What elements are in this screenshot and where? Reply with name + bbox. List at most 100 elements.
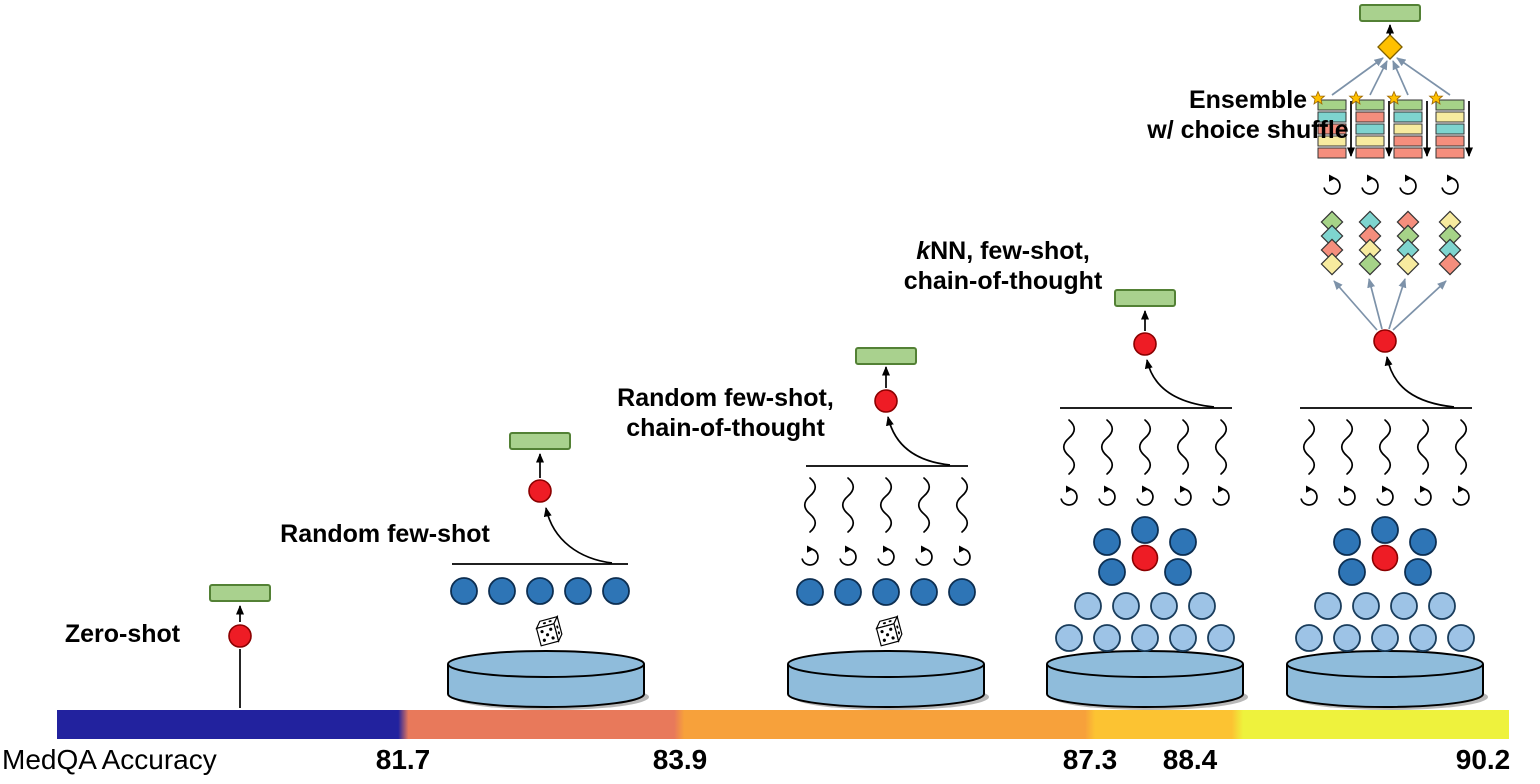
cot-squiggle-icon — [879, 477, 893, 533]
answer-bar — [1355, 147, 1385, 159]
cot-loop-row — [801, 544, 971, 566]
example-dot — [948, 578, 976, 606]
choice-diamond — [1396, 252, 1420, 276]
cot-squiggle-icon — [1378, 419, 1392, 475]
answer-bar — [1393, 99, 1423, 111]
label-line: chain-of-thought — [626, 413, 825, 442]
stage-random-few-shot-cot — [787, 347, 990, 711]
cot-squiggle-icon — [1062, 419, 1076, 475]
loop-arrow-icon — [1376, 484, 1394, 506]
answer-bar — [1393, 111, 1423, 123]
example-dot — [564, 577, 592, 605]
loop-arrow-icon — [1452, 484, 1470, 506]
label-random-few-shot: Random few-shot — [280, 520, 490, 548]
shuffle-loop-row — [1323, 173, 1459, 195]
cot-squiggle-icon — [917, 477, 931, 533]
stack-to-diamond-line — [1392, 60, 1409, 96]
example-dot — [602, 577, 630, 605]
cot-squiggle-row — [803, 477, 969, 533]
loop-arrow-icon — [1060, 484, 1078, 506]
label-line: chain-of-thought — [903, 266, 1103, 295]
loop-arrow-icon — [877, 544, 895, 566]
cot-squiggle-icon — [1454, 419, 1468, 475]
answer-bar — [1435, 111, 1465, 123]
example-dot — [834, 578, 862, 606]
choice-diamond — [1320, 252, 1344, 276]
label-random-few-shot-cot: Random few-shot, chain-of-thought — [598, 384, 853, 443]
model-dot — [1373, 329, 1397, 353]
diamond-stack — [1320, 210, 1344, 276]
loop-arrow-icon — [1212, 484, 1230, 506]
answer-box — [855, 347, 917, 365]
loop-arrow-icon — [801, 544, 819, 566]
model-dot — [228, 624, 252, 648]
answer-box — [209, 584, 271, 602]
diamond-stack — [1396, 210, 1420, 276]
stack-to-diamond-line — [1369, 60, 1388, 96]
label-ensemble: Ensemble w/ choice shuffle — [1128, 86, 1368, 145]
loop-arrow-icon — [1136, 484, 1154, 506]
answer-box — [1359, 4, 1421, 22]
accuracy-gradient-bar — [57, 710, 1509, 739]
fan-arrow — [1388, 278, 1407, 330]
example-dot — [450, 577, 478, 605]
cot-loop-row — [1060, 484, 1230, 506]
example-dot — [488, 577, 516, 605]
cot-squiggle-icon — [1416, 419, 1430, 475]
model-curve-arrow — [886, 416, 951, 466]
loop-arrow-icon — [1361, 173, 1379, 195]
loop-arrow-icon — [839, 544, 857, 566]
answer-bar — [1435, 135, 1465, 147]
loop-arrow-icon — [1338, 484, 1356, 506]
cot-squiggle-icon — [1340, 419, 1354, 475]
examples-row — [450, 577, 630, 605]
answer-box — [509, 432, 571, 450]
ensemble-vote-diamond-icon — [1377, 34, 1403, 60]
label-line: kNN, few-shot, — [878, 237, 1128, 267]
stack-to-diamond-line — [1331, 57, 1384, 96]
answer-stack — [1349, 91, 1393, 159]
answer-bar — [1317, 147, 1347, 159]
answer-bar — [1393, 147, 1423, 159]
answer-stack — [1429, 91, 1473, 159]
label-line: w/ choice shuffle — [1147, 115, 1349, 144]
label-line: Ensemble — [1188, 86, 1308, 114]
accuracy-value-ensemble: 90.2 — [1455, 744, 1511, 775]
loop-arrow-icon — [915, 544, 933, 566]
answer-bar — [1393, 135, 1423, 147]
cot-squiggle-icon — [1138, 419, 1152, 475]
diamond-stack — [1358, 210, 1382, 276]
label-knn-few-shot-cot: kNN, few-shot, chain-of-thought — [878, 237, 1128, 296]
stage-zero-shot — [209, 584, 271, 708]
accuracy-value-zero-shot: 81.7 — [375, 744, 431, 775]
cot-squiggle-icon — [841, 477, 855, 533]
database-cylinder-icon — [787, 650, 990, 711]
answer-bar — [1435, 147, 1465, 159]
cot-squiggle-icon — [1214, 419, 1228, 475]
choice-diamond — [1438, 252, 1462, 276]
model-curve-arrow — [1144, 359, 1215, 408]
loop-arrow-icon — [1399, 173, 1417, 195]
accuracy-value-random-few-shot-cot: 87.3 — [1062, 744, 1118, 775]
model-dot — [1133, 332, 1157, 356]
fan-arrow — [1367, 278, 1383, 330]
example-dot — [872, 578, 900, 606]
accuracy-value-random-few-shot: 83.9 — [652, 744, 708, 775]
example-dot — [796, 578, 824, 606]
cot-loop-row — [1300, 484, 1470, 506]
answer-stack — [1387, 91, 1431, 159]
database-cylinder-icon — [447, 650, 650, 711]
model-curve-arrow — [543, 507, 613, 564]
model-curve-arrow — [1384, 356, 1455, 408]
dice-icon — [534, 616, 565, 647]
cot-squiggle-row — [1302, 419, 1468, 475]
loop-arrow-icon — [1300, 484, 1318, 506]
stage-ensemble-choice-shuffle — [1286, 4, 1489, 711]
loop-arrow-icon — [1441, 173, 1459, 195]
model-dot — [528, 479, 552, 503]
label-line: Random few-shot, — [617, 384, 834, 412]
axis-title: MedQA Accuracy — [2, 744, 217, 775]
choice-diamond — [1358, 252, 1382, 276]
